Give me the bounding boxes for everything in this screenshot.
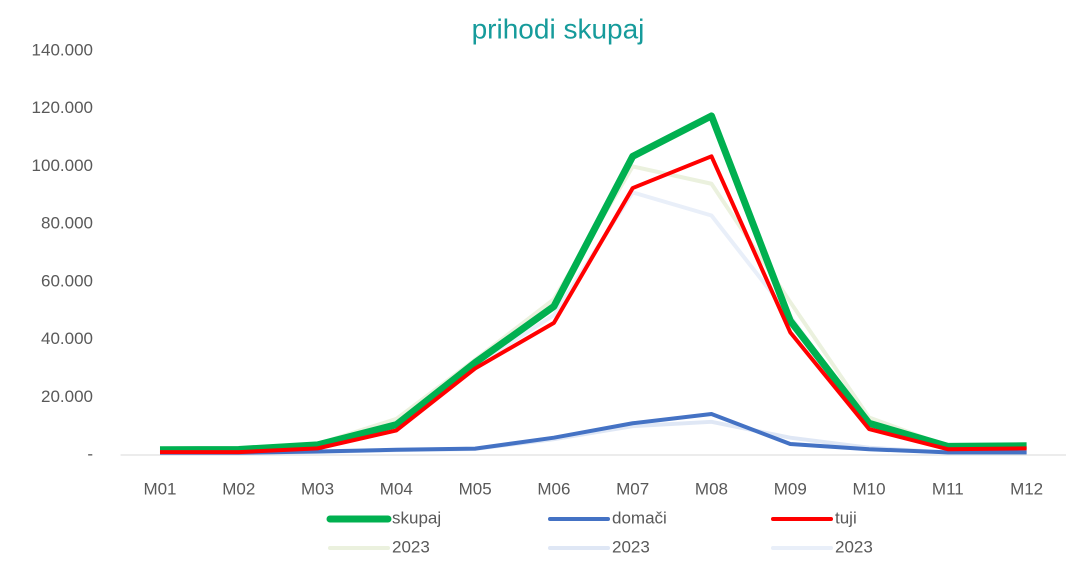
y-tick-label: 120.000 xyxy=(32,98,93,117)
x-tick-label: M05 xyxy=(459,479,492,498)
chart-title: prihodi skupaj xyxy=(472,13,645,44)
legend-label: 2023 xyxy=(835,537,873,556)
x-tick-label: M01 xyxy=(143,479,176,498)
y-tick-label: 140.000 xyxy=(32,40,93,59)
series-line xyxy=(159,164,1027,453)
y-tick-label: 20.000 xyxy=(41,387,93,406)
y-tick-label: 40.000 xyxy=(41,329,93,348)
series-line xyxy=(159,154,1027,455)
legend-label: domači xyxy=(612,508,667,527)
x-tick-label: M07 xyxy=(616,479,649,498)
legend-label: 2023 xyxy=(612,537,650,556)
y-tick-label: 60.000 xyxy=(41,271,93,290)
x-tick-label: M10 xyxy=(853,479,886,498)
legend-label: 2023 xyxy=(392,537,430,556)
y-tick-label: - xyxy=(87,444,93,463)
x-tick-label: M06 xyxy=(537,479,570,498)
legend-label: skupaj xyxy=(392,508,441,527)
x-tick-label: M08 xyxy=(695,479,728,498)
series-line xyxy=(159,412,1027,455)
x-tick-label: M02 xyxy=(222,479,255,498)
x-tick-label: M09 xyxy=(774,479,807,498)
x-tick-label: M04 xyxy=(380,479,413,498)
x-tick-label: M11 xyxy=(932,479,964,498)
series-line xyxy=(159,112,1027,454)
y-tick-label: 80.000 xyxy=(41,214,93,233)
x-tick-label: M12 xyxy=(1010,479,1043,498)
y-tick-label: 100.000 xyxy=(32,156,93,175)
legend-label: tuji xyxy=(835,508,857,527)
x-tick-label: M03 xyxy=(301,479,334,498)
